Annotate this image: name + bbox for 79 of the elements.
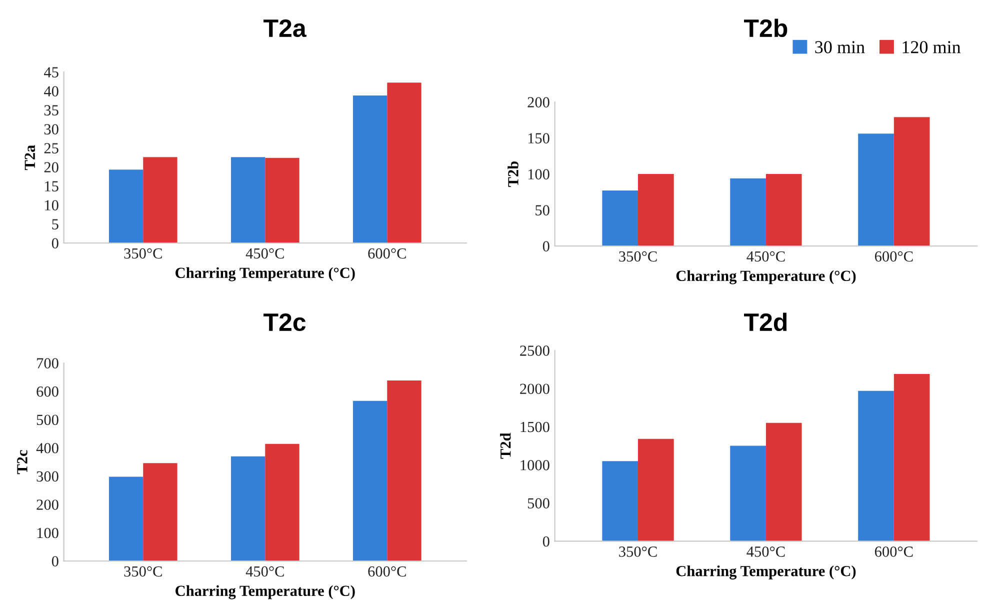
- y-axis-title: T2d: [500, 432, 511, 459]
- x-tick-label: 450°C: [746, 546, 785, 557]
- y-tick-label: 600: [36, 386, 58, 397]
- bar: [230, 456, 266, 561]
- y-axis-title: T2a: [24, 145, 36, 170]
- bar: [858, 390, 894, 542]
- bar: [230, 157, 266, 243]
- x-axis-title: Charring Temperature (°C): [176, 585, 355, 600]
- y-tick-label: 300: [36, 471, 58, 482]
- bar: [352, 400, 388, 561]
- bar: [730, 178, 766, 246]
- bar: [108, 476, 144, 561]
- y-tick-label: 150: [528, 133, 550, 144]
- y-tick-label: 100: [528, 169, 550, 180]
- legend-label: 30 min: [815, 41, 865, 54]
- x-tick-label: 350°C: [124, 566, 162, 577]
- bar: [730, 446, 766, 542]
- y-tick-label: 1000: [520, 460, 550, 470]
- x-tick-label: 350°C: [619, 546, 657, 557]
- y-tick-label: 2500: [520, 346, 550, 356]
- y-tick-label: 2000: [520, 384, 550, 394]
- y-tick-label: 35: [44, 105, 58, 116]
- bar: [602, 190, 638, 246]
- x-tick-label: 450°C: [246, 566, 284, 577]
- chart-title: T2c: [264, 313, 306, 332]
- y-tick-label: 1500: [520, 422, 550, 432]
- bar: [387, 82, 422, 243]
- bar: [638, 438, 674, 542]
- chart-title: T2b: [744, 18, 788, 38]
- y-tick-label: 15: [45, 181, 58, 192]
- x-tick-label: 600°C: [874, 251, 913, 262]
- x-tick-label: 600°C: [874, 546, 913, 557]
- x-axis-title: Charring Temperature (°C): [176, 267, 355, 282]
- x-tick-label: 600°C: [368, 566, 406, 577]
- bar: [894, 374, 930, 542]
- x-tick-label: 350°C: [619, 251, 657, 262]
- bar: [602, 461, 638, 542]
- chart-title: T2d: [744, 312, 787, 332]
- y-tick-label: 0: [542, 241, 550, 252]
- x-tick-label: 450°C: [246, 248, 284, 259]
- legend-label: 120 min: [902, 41, 961, 54]
- y-tick-label: 500: [36, 414, 58, 426]
- bar: [387, 380, 422, 561]
- bar: [265, 158, 300, 243]
- y-tick-label: 0: [542, 536, 550, 547]
- bar: [858, 134, 894, 246]
- y-tick-label: 25: [44, 143, 58, 154]
- bar: [766, 174, 802, 246]
- bar: [894, 117, 930, 246]
- bar: [766, 422, 802, 542]
- x-axis-title: Charring Temperature (°C): [676, 565, 856, 580]
- bar: [108, 170, 144, 243]
- chart-title: T2a: [264, 19, 306, 38]
- x-tick-label: 600°C: [368, 248, 406, 259]
- bar: [638, 174, 674, 246]
- y-tick-label: 100: [37, 528, 58, 538]
- y-axis-title: T2b: [508, 161, 518, 187]
- y-tick-label: 0: [52, 556, 58, 566]
- y-tick-label: 45: [44, 67, 58, 78]
- y-tick-label: 10: [45, 200, 58, 210]
- bar: [265, 444, 300, 561]
- y-tick-label: 40: [44, 86, 58, 96]
- y-tick-label: 700: [37, 358, 58, 368]
- y-tick-label: 200: [36, 500, 58, 510]
- bar: [143, 463, 178, 561]
- y-axis-title: T2c: [17, 450, 28, 474]
- x-tick-label: 450°C: [746, 251, 785, 262]
- x-tick-label: 350°C: [124, 248, 162, 259]
- y-tick-label: 200: [528, 97, 550, 108]
- y-tick-label: 5: [52, 219, 58, 230]
- y-tick-label: 400: [36, 443, 58, 454]
- y-tick-label: 0: [52, 238, 58, 248]
- y-tick-label: 500: [528, 498, 550, 508]
- y-tick-label: 30: [44, 124, 58, 134]
- x-axis-title: Charring Temperature (°C): [676, 270, 856, 284]
- y-tick-label: 20: [44, 162, 58, 172]
- y-tick-label: 50: [536, 205, 550, 216]
- bar: [143, 157, 178, 243]
- bar: [352, 96, 388, 243]
